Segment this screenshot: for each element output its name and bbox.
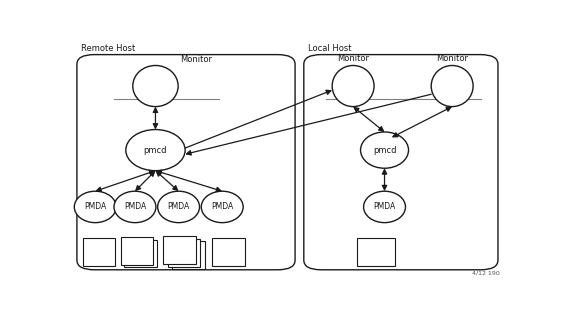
- Text: pmcd: pmcd: [373, 146, 396, 154]
- Ellipse shape: [202, 191, 243, 223]
- Ellipse shape: [332, 66, 374, 106]
- Ellipse shape: [364, 191, 405, 223]
- Text: Remote Host: Remote Host: [81, 44, 136, 53]
- Text: Monitor: Monitor: [180, 55, 212, 64]
- FancyBboxPatch shape: [163, 236, 196, 264]
- Text: Monitor: Monitor: [436, 54, 468, 63]
- Text: PMDA: PMDA: [84, 203, 106, 211]
- FancyBboxPatch shape: [83, 238, 115, 266]
- Ellipse shape: [158, 191, 199, 223]
- Ellipse shape: [74, 191, 116, 223]
- Ellipse shape: [431, 66, 473, 106]
- FancyBboxPatch shape: [120, 237, 153, 265]
- Text: pmcd: pmcd: [144, 146, 167, 154]
- Ellipse shape: [133, 66, 178, 106]
- Text: PMDA: PMDA: [124, 203, 146, 211]
- Text: PMDA: PMDA: [167, 203, 190, 211]
- FancyBboxPatch shape: [124, 240, 157, 268]
- FancyBboxPatch shape: [212, 238, 245, 266]
- FancyBboxPatch shape: [358, 238, 395, 266]
- Text: PMDA: PMDA: [373, 203, 396, 211]
- FancyBboxPatch shape: [168, 239, 200, 267]
- Text: Local Host: Local Host: [308, 44, 352, 53]
- FancyBboxPatch shape: [172, 241, 205, 269]
- Ellipse shape: [126, 130, 185, 171]
- Text: 4/12 190: 4/12 190: [472, 271, 500, 276]
- Text: Monitor: Monitor: [337, 54, 369, 63]
- Ellipse shape: [114, 191, 156, 223]
- Text: PMDA: PMDA: [211, 203, 233, 211]
- Ellipse shape: [360, 132, 409, 168]
